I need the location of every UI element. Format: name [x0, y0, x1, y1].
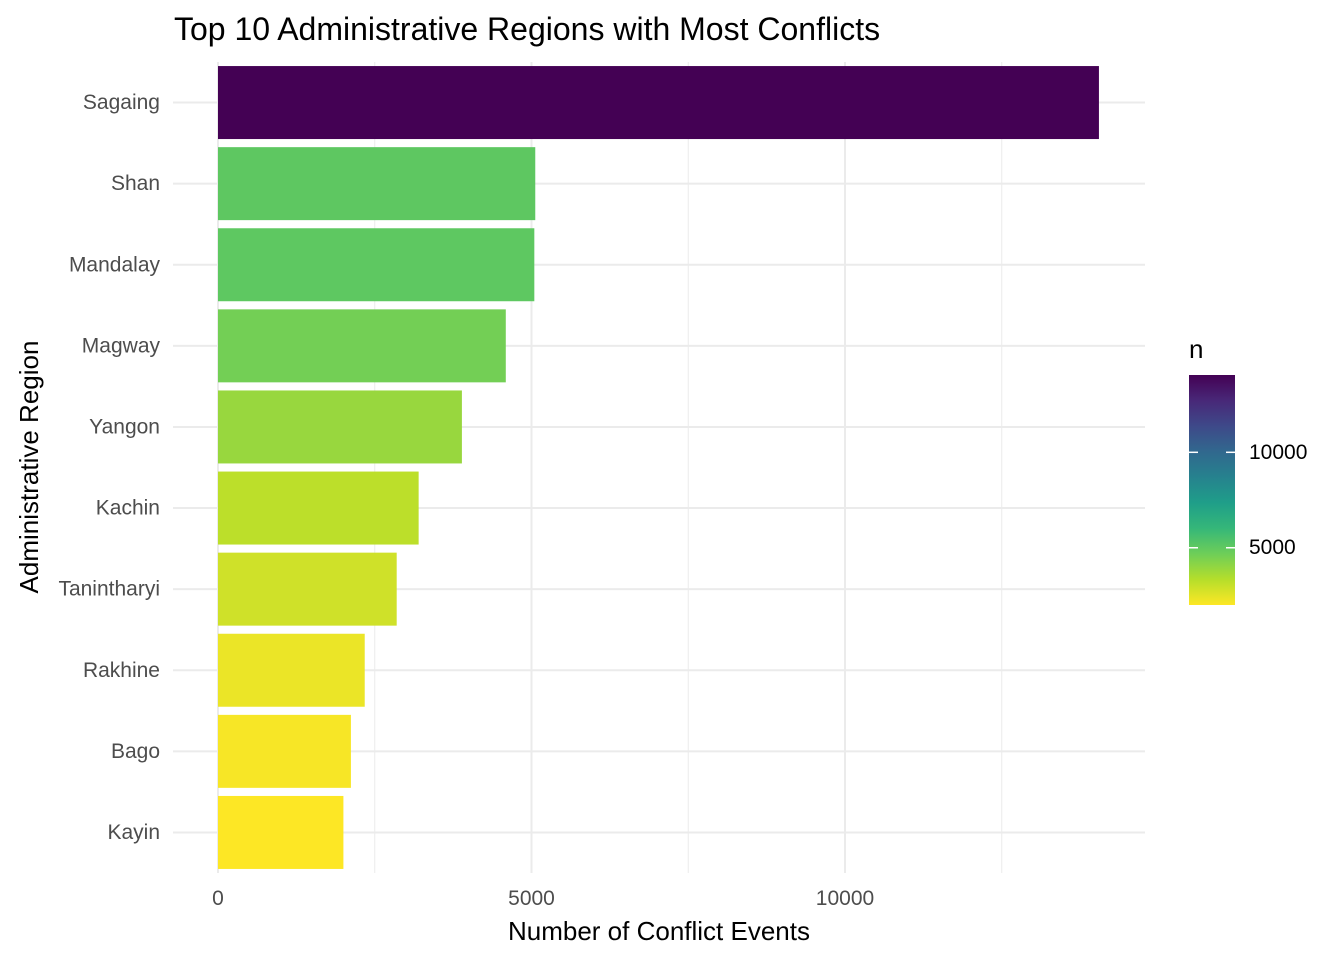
y-tick-label: Rakhine	[83, 659, 160, 682]
y-tick-label: Tanintharyi	[58, 578, 160, 601]
legend-title: n	[1189, 334, 1203, 364]
y-tick-label: Shan	[111, 172, 160, 195]
y-tick-label: Kayin	[107, 821, 160, 844]
x-axis-tick-labels: 0 5000 10000	[212, 887, 874, 910]
bar-mandalay	[218, 228, 535, 302]
bar-kayin	[218, 795, 344, 869]
y-tick-label: Yangon	[89, 415, 160, 438]
bar-bago	[218, 714, 351, 788]
legend-colorbar	[1189, 375, 1235, 605]
bar-sagaing	[218, 66, 1099, 140]
x-tick-label: 0	[212, 887, 224, 910]
y-tick-label: Sagaing	[83, 91, 160, 114]
bars	[218, 66, 1099, 869]
legend-tick-label: 5000	[1249, 536, 1296, 559]
legend-ticks: 5000 10000	[1189, 441, 1307, 559]
x-tick-label: 10000	[816, 887, 874, 910]
y-tick-label: Kachin	[96, 497, 160, 520]
chart-title: Top 10 Administrative Regions with Most …	[174, 11, 880, 47]
color-legend: n 5000 10000	[1189, 334, 1307, 605]
x-axis-title: Number of Conflict Events	[508, 916, 810, 946]
bar-kachin	[218, 471, 419, 545]
bar-yangon	[218, 390, 462, 464]
bar-shan	[218, 147, 536, 221]
legend-tick-label: 10000	[1249, 441, 1307, 464]
bar-tanintharyi	[218, 552, 397, 626]
y-tick-label: Magway	[82, 334, 161, 357]
y-tick-label: Mandalay	[69, 253, 161, 276]
bar-magway	[218, 309, 506, 383]
y-tick-label: Bago	[111, 740, 160, 763]
bar-rakhine	[218, 633, 365, 707]
y-axis-title: Administrative Region	[14, 341, 44, 594]
x-tick-label: 5000	[508, 887, 555, 910]
y-axis-tick-labels: Sagaing Shan Mandalay Magway Yangon Kachin Tan…	[58, 91, 160, 844]
